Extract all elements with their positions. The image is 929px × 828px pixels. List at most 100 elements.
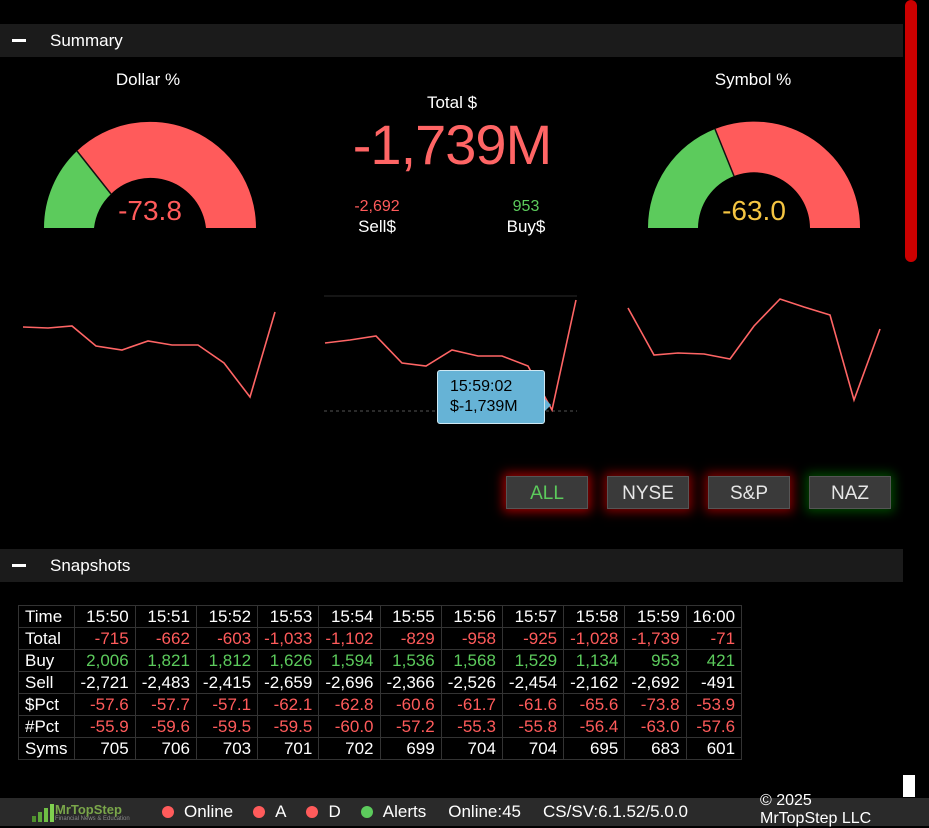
table-cell: -2,526 (440, 671, 503, 694)
copyright-year: © 2025 (760, 792, 812, 809)
table-cell: -2,162 (563, 671, 626, 694)
table-cell: 1,536 (379, 649, 442, 672)
copyright-owner: MrTopStep LLC (760, 810, 872, 827)
table-cell: 704 (440, 737, 503, 760)
snapshots-table: Time 15:50 15:51 15:52 15:53 15:54 15:55 15:56 1… (18, 605, 743, 760)
table-cell: -829 (379, 627, 442, 650)
filter-all-button[interactable]: ALL (506, 476, 588, 509)
table-cell: 705 (73, 737, 136, 760)
summary-title: Summary (50, 30, 123, 50)
table-cell: -60.0 (318, 715, 381, 738)
table-cell: -65.6 (563, 693, 626, 716)
table-row: $Pct -57.6 -57.7 -57.1 -62.1 -62.8 -60.6 -61.7 -… (18, 693, 743, 716)
filter-nyse-button[interactable]: NYSE (607, 476, 689, 509)
dollar-gauge-title: Dollar % (115, 70, 181, 89)
snapshots-panel-header[interactable]: Snapshots (0, 549, 903, 582)
table-cell: -1,033 (257, 627, 320, 650)
table-cell: -60.6 (379, 693, 442, 716)
logo-text: MrTopStep (55, 802, 122, 817)
table-cell: -2,415 (195, 671, 259, 694)
row-label: Total (18, 627, 75, 650)
collapse-icon[interactable] (12, 39, 26, 42)
table-row: Sell -2,721 -2,483 -2,415 -2,659 -2,696 -2,366… (18, 671, 743, 694)
symbol-gauge-value: -63.0 (722, 195, 786, 226)
table-cell: 15:57 (501, 605, 565, 628)
row-label: #Pct (18, 715, 75, 738)
scrollbar[interactable] (905, 0, 917, 262)
d-status-icon (306, 806, 319, 818)
sell-label: Sell$ (358, 217, 396, 236)
table-cell: 15:50 (73, 605, 136, 628)
row-label: Sell (18, 671, 75, 694)
table-row: Buy 2,006 1,821 1,812 1,626 1,594 1,536 1,568 1,… (18, 649, 743, 672)
table-cell: -53.9 (685, 693, 743, 716)
table-cell: 1,134 (563, 649, 626, 672)
table-cell: -57.6 (685, 715, 743, 738)
tooltip-value: $-1,739M (450, 398, 518, 415)
dollar-sparkline (22, 311, 276, 399)
row-label: $Pct (18, 693, 75, 716)
table-cell: 15:56 (440, 605, 503, 628)
table-cell: -71 (685, 627, 743, 650)
table-cell: -73.8 (624, 693, 687, 716)
table-cell: 1,812 (195, 649, 259, 672)
table-cell: 15:51 (134, 605, 197, 628)
table-cell: -1,102 (318, 627, 381, 650)
table-cell: -2,659 (257, 671, 320, 694)
row-label: Time (18, 605, 75, 628)
table-cell: 704 (501, 737, 565, 760)
table-cell: -55.9 (73, 715, 136, 738)
logo-subtitle: Financial News & Education (55, 816, 130, 822)
table-cell: 15:53 (257, 605, 320, 628)
table-cell: -491 (685, 671, 743, 694)
table-row: #Pct -55.9 -59.6 -59.5 -59.5 -60.0 -57.2 -55.3-… (18, 715, 743, 738)
table-cell: -662 (134, 627, 197, 650)
table-cell: 16:00 (685, 605, 743, 628)
table-cell: -1,028 (563, 627, 626, 650)
table-cell: -63.0 (624, 715, 687, 738)
buy-label: Buy$ (506, 217, 546, 236)
table-cell: -59.5 (195, 715, 259, 738)
table-cell: -61.7 (440, 693, 503, 716)
table-cell: -57.2 (379, 715, 442, 738)
symbol-gauge-title: Symbol % (714, 70, 792, 89)
table-cell: 15:52 (195, 605, 259, 628)
version-text: CS/SV:6.1.52/5.0.0 (543, 802, 688, 821)
resize-handle[interactable] (903, 775, 915, 797)
status-bar: MrTopStep Financial News & Education Onl… (0, 798, 929, 826)
table-cell: -57.6 (73, 693, 136, 716)
alerts-label: Alerts (382, 802, 427, 821)
table-cell: 706 (134, 737, 197, 760)
table-cell: -603 (195, 627, 259, 650)
buy-value: 953 (512, 198, 540, 215)
alerts-status-icon (360, 806, 373, 818)
table-cell: 1,594 (318, 649, 381, 672)
table-cell: 683 (624, 737, 687, 760)
tooltip-time: 15:59:02 (450, 378, 513, 395)
table-cell: 15:58 (563, 605, 626, 628)
total-value: -1,739M (352, 113, 552, 176)
table-cell: 702 (318, 737, 381, 760)
a-status-icon (253, 806, 266, 818)
summary-panel-header[interactable]: Summary (0, 24, 903, 57)
logo-bars-icon (32, 804, 54, 822)
table-cell: -62.8 (318, 693, 381, 716)
table-row: Time 15:50 15:51 15:52 15:53 15:54 15:55 15:56 1… (18, 605, 743, 628)
table-cell: -62.1 (257, 693, 320, 716)
d-label: D (328, 802, 341, 821)
collapse-icon[interactable] (12, 564, 26, 567)
table-cell: 1,821 (134, 649, 197, 672)
online-status-icon (162, 806, 174, 818)
table-cell: 953 (624, 649, 687, 672)
filter-sp-button[interactable]: S&P (708, 476, 790, 509)
table-row: Syms 705 706 703 701 702 699 704 704 695 683 601 (18, 737, 743, 760)
filter-naz-button[interactable]: NAZ (809, 476, 891, 509)
table-cell: -715 (73, 627, 136, 650)
a-label: A (275, 802, 287, 821)
table-cell: -59.5 (257, 715, 320, 738)
table-cell: 15:59 (624, 605, 687, 628)
table-cell: 1,568 (440, 649, 503, 672)
table-cell: -57.1 (195, 693, 259, 716)
table-cell: 1,626 (257, 649, 320, 672)
table-cell: -57.7 (134, 693, 197, 716)
